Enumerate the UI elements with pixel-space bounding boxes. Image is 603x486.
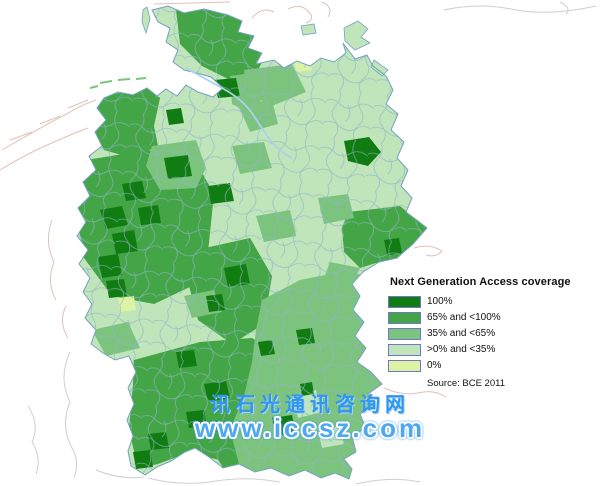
frisian-islands-chain: [89, 77, 147, 89]
czech-border-line: [413, 245, 443, 257]
legend-swatch-65-100: [388, 312, 421, 324]
legend-row: 0%: [388, 358, 603, 374]
legend-row: 100%: [388, 294, 603, 310]
netherlands-coastline: [0, 99, 97, 171]
denmark-border-line: [153, 1, 231, 5]
legend-label: 35% and <65%: [427, 328, 496, 339]
legend-swatch-100: [388, 296, 421, 308]
rivers: [185, 67, 293, 159]
france-inner-lines: [27, 405, 145, 479]
switzerland-border-line: [147, 477, 281, 484]
neighbor-coastlines-pink: [0, 1, 447, 398]
austria-border-line: [383, 387, 447, 398]
legend-swatch-0: [388, 360, 421, 372]
legend-label: 0%: [427, 360, 442, 371]
belgium-luxembourg-outline: [48, 219, 69, 339]
island-sylt: [141, 6, 151, 35]
scandinavia-coastline: [443, 1, 597, 15]
islands: [89, 6, 389, 89]
france-border-line: [63, 351, 78, 479]
elbe-river: [185, 67, 293, 159]
legend: Next Generation Access coverage 100% 65%…: [388, 276, 603, 389]
legend-row: 35% and <65%: [388, 326, 603, 342]
island-ruegen: [343, 20, 371, 51]
legend-swatch-0-35: [388, 344, 421, 356]
legend-label: >0% and <35%: [427, 344, 496, 355]
district-mesh-overlay: [77, 6, 427, 479]
legend-label: 100%: [427, 296, 453, 307]
austria-south-line: [355, 478, 421, 485]
legend-source: Source: BCE 2011: [427, 378, 505, 389]
danish-islands-outline: [251, 1, 331, 24]
legend-swatch-35-65: [388, 328, 421, 340]
dutch-islands-outline: [9, 99, 89, 141]
germany-districts: [77, 6, 427, 479]
legend-row: 65% and <100%: [388, 310, 603, 326]
island-fehmarn: [300, 23, 317, 36]
legend-row: >0% and <35%: [388, 342, 603, 358]
legend-label: 65% and <100%: [427, 312, 501, 323]
neighbor-coastlines-gray: [27, 1, 597, 485]
legend-title: Next Generation Access coverage: [390, 276, 571, 288]
